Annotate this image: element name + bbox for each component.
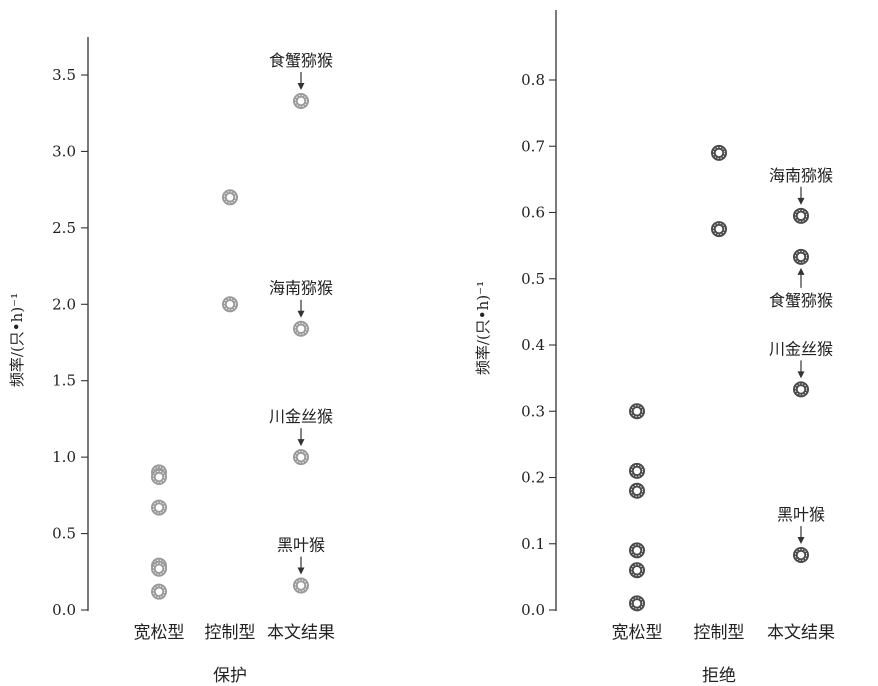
data-point — [793, 207, 809, 224]
data-point — [629, 562, 645, 579]
x-axis-title: 保护 — [213, 666, 247, 686]
y-tick-label: 1.0 — [52, 448, 76, 466]
y-tick-label: 3.5 — [52, 66, 76, 84]
data-point — [629, 403, 645, 420]
data-point — [222, 189, 238, 206]
y-axis-title: 频率/(只•h)⁻¹ — [8, 293, 26, 387]
data-point — [629, 482, 645, 499]
annotation: 黑叶猴 — [277, 536, 325, 575]
x-category-label: 宽松型 — [134, 623, 185, 643]
data-point — [629, 595, 645, 612]
y-tick-label: 0.5 — [52, 525, 76, 543]
data-point — [293, 449, 309, 466]
y-tick-label: 2.0 — [52, 295, 76, 313]
annotation-label: 黑叶猴 — [277, 536, 325, 555]
y-axis-title: 频率/(只•h)⁻¹ — [474, 281, 492, 375]
data-point — [793, 248, 809, 265]
annotation: 食蟹猕猴 — [769, 267, 833, 310]
data-point — [151, 560, 167, 577]
data-point — [793, 381, 809, 398]
chart-panel-2: 0.0 0.1 0.2 0.3 0.4 0.5 0.6 0.7 0.8 宽松型 控制型 本文结果 频率/… — [474, 10, 835, 686]
y-tick-label: 0.0 — [52, 601, 76, 619]
annotation-label: 海南猕猴 — [269, 279, 333, 298]
y-tick-label: 0.4 — [521, 336, 545, 354]
annotation-label: 川金丝猴 — [269, 407, 333, 426]
data-point — [151, 469, 167, 486]
y-tick-label: 1.5 — [52, 372, 76, 390]
data-point — [293, 92, 309, 109]
chart-panel-1: 0.0 0.5 1.0 1.5 2.0 2.5 3.0 3.5 宽松型 控制型 本文结果 频率/(只•… — [8, 37, 335, 686]
annotation: 川金丝猴 — [769, 339, 833, 379]
y-tick-label: 0.0 — [521, 601, 545, 619]
y-tick-label: 2.5 — [52, 219, 76, 237]
x-category-label: 控制型 — [205, 623, 256, 643]
annotation-label: 食蟹猕猴 — [269, 51, 333, 70]
data-point — [629, 542, 645, 559]
x-category-label: 宽松型 — [612, 623, 663, 643]
y-tick-label: 3.0 — [52, 142, 76, 160]
annotation: 黑叶猴 — [777, 505, 825, 545]
x-category-label: 控制型 — [694, 623, 745, 643]
annotation: 川金丝猴 — [269, 407, 333, 447]
x-axis-title: 拒绝 — [702, 666, 736, 686]
y-tick-label: 0.3 — [521, 402, 545, 420]
y-tick-label: 0.2 — [521, 469, 545, 487]
data-point — [711, 221, 727, 238]
annotation: 海南猕猴 — [769, 166, 833, 205]
y-tick-label: 0.1 — [521, 535, 545, 553]
data-point — [629, 462, 645, 479]
y-tick-label: 0.7 — [521, 137, 545, 155]
annotation-label: 黑叶猴 — [777, 505, 825, 524]
y-tick-label: 0.8 — [521, 71, 545, 89]
data-point — [793, 547, 809, 564]
annotation-label: 川金丝猴 — [769, 339, 833, 358]
data-point — [222, 296, 238, 313]
annotation: 食蟹猕猴 — [269, 51, 333, 90]
y-tick-label: 0.6 — [521, 204, 545, 222]
x-category-label: 本文结果 — [767, 623, 835, 643]
data-point — [151, 583, 167, 600]
data-point — [293, 577, 309, 594]
data-point — [151, 499, 167, 516]
annotation-label: 海南猕猴 — [769, 166, 833, 185]
annotation-label: 食蟹猕猴 — [769, 291, 833, 310]
annotation: 海南猕猴 — [269, 279, 333, 318]
data-point — [293, 320, 309, 337]
x-category-label: 本文结果 — [267, 623, 335, 643]
y-tick-label: 0.5 — [521, 270, 545, 288]
data-point — [711, 144, 727, 161]
